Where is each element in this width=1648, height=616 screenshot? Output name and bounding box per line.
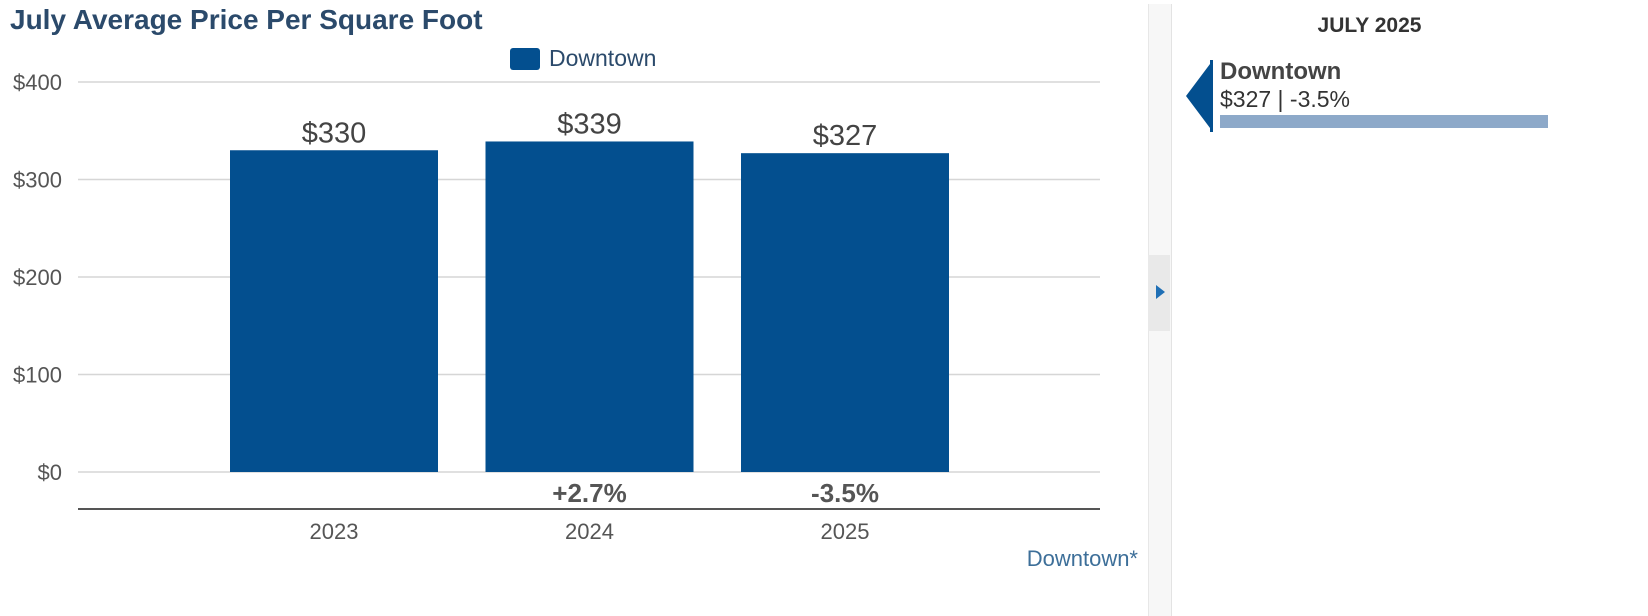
panel-entry-name: Downtown — [1220, 58, 1342, 85]
panel-heading: JULY 2025 — [1317, 14, 1422, 37]
y-tick-label: $100 — [13, 363, 62, 388]
panel-toggle-button[interactable] — [1148, 255, 1170, 331]
pointer-arrow-icon — [1186, 60, 1213, 132]
chart-title: July Average Price Per Square Foot — [10, 4, 483, 35]
bar-value-label: $339 — [557, 108, 622, 140]
bar-chart: $0 $100 $200 $300 $400 $330 2023 $339 +2.7% 2024 $… — [13, 70, 1100, 544]
footnote: Downtown* — [1026, 546, 1138, 571]
bar — [230, 150, 438, 472]
panel-entry-value: $327 | -3.5% — [1220, 86, 1351, 112]
bar — [485, 141, 694, 472]
change-label: +2.7% — [552, 478, 626, 508]
x-tick-label: 2024 — [565, 519, 614, 544]
panel-entry-bar — [1220, 115, 1548, 128]
bar-value-label: $330 — [302, 117, 367, 149]
legend-label: Downtown — [549, 45, 657, 71]
y-tick-label: $300 — [13, 168, 62, 193]
y-tick-label: $200 — [13, 265, 62, 290]
bar — [741, 153, 949, 473]
chevron-right-icon — [1156, 285, 1165, 299]
x-tick-label: 2025 — [821, 519, 870, 544]
y-tick-label: $0 — [38, 460, 62, 485]
bar-value-label: $327 — [813, 120, 878, 152]
pointer-bar — [1210, 60, 1213, 132]
y-tick-label: $400 — [13, 70, 62, 95]
change-label: -3.5% — [811, 478, 879, 508]
chart-legend[interactable]: Downtown — [510, 45, 656, 72]
legend-swatch — [510, 47, 540, 70]
x-tick-label: 2023 — [310, 519, 359, 544]
